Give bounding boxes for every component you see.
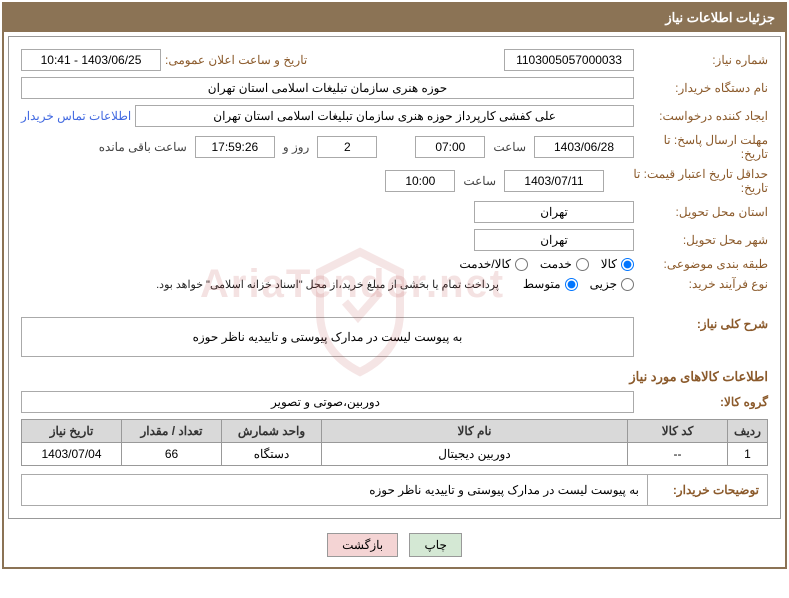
category-radio-group: کالا خدمت کالا/خدمت [459,257,634,271]
delivery-city-label: شهر محل تحویل: [638,233,768,247]
back-button[interactable]: بازگشت [327,533,398,557]
buyer-contact-link[interactable]: اطلاعات تماس خریدار [21,109,131,123]
td-0-3: دستگاه [222,443,322,466]
remaining-label: ساعت باقی مانده [99,140,187,154]
category-option-1[interactable]: خدمت [540,257,589,271]
th-2: نام کالا [322,420,628,443]
th-4: تعداد / مقدار [122,420,222,443]
buyer-notes-label: توضیحات خریدار: [647,475,767,505]
item-group-label: گروه کالا: [638,395,768,409]
requester-value: علی کفشی کارپرداز حوزه هنری سازمان تبلیغ… [135,105,634,127]
buyer-org-value: حوزه هنری سازمان تبلیغات اسلامی استان ته… [21,77,634,99]
process-type-radio-group: جزیی متوسط [523,277,634,291]
category-radio-0[interactable] [621,258,634,271]
process-option-1[interactable]: متوسط [523,277,578,291]
time-label-2: ساعت [463,174,496,188]
response-days: 2 [317,136,377,158]
response-deadline-label: مهلت ارسال پاسخ: تا تاریخ: [638,133,768,161]
buyer-notes-box: توضیحات خریدار: به پیوست لیست در مدارک پ… [21,474,768,506]
th-5: تاریخ نیاز [22,420,122,443]
buyer-notes-value: به پیوست لیست در مدارک پیوستی و تاییدیه … [22,475,647,505]
td-0-0: 1 [728,443,768,466]
items-section-title: اطلاعات کالاهای مورد نیاز [21,369,768,385]
item-group-value: دوربین،صوتی و تصویر [21,391,634,413]
button-bar: چاپ بازگشت [4,523,785,567]
need-number-value: 1103005057000033 [504,49,634,71]
th-3: واحد شمارش [222,420,322,443]
need-number-label: شماره نیاز: [638,53,768,67]
td-0-2: دوربین دیجیتال [322,443,628,466]
td-0-5: 1403/07/04 [22,443,122,466]
price-validity-date: 1403/07/11 [504,170,604,192]
category-option-2[interactable]: کالا/خدمت [459,257,527,271]
content-panel: شماره نیاز: 1103005057000033 تاریخ و ساع… [8,36,781,519]
days-label: روز و [283,140,310,154]
process-type-label: نوع فرآیند خرید: [638,277,768,291]
print-button[interactable]: چاپ [409,533,461,557]
header-bar: جزئیات اطلاعات نیاز [4,4,785,32]
main-container: جزئیات اطلاعات نیاز شماره نیاز: 11030050… [2,2,787,569]
items-table: ردیف کد کالا نام کالا واحد شمارش تعداد /… [21,419,768,466]
category-radio-1[interactable] [576,258,589,271]
price-validity-time: 10:00 [385,170,455,192]
table-header-row: ردیف کد کالا نام کالا واحد شمارش تعداد /… [22,420,768,443]
process-radio-1[interactable] [565,278,578,291]
requester-label: ایجاد کننده درخواست: [638,109,768,123]
response-date: 1403/06/28 [534,136,634,158]
price-validity-label: حداقل تاریخ اعتبار قیمت: تا تاریخ: [608,167,768,195]
time-label-1: ساعت [493,140,526,154]
header-title: جزئیات اطلاعات نیاز [665,10,775,25]
delivery-city-value: تهران [474,229,634,251]
td-0-4: 66 [122,443,222,466]
desc-main-label: شرح کلی نیاز: [638,317,768,331]
delivery-province-label: استان محل تحویل: [638,205,768,219]
response-remaining: 17:59:26 [195,136,275,158]
th-1: کد کالا [628,420,728,443]
category-radio-2[interactable] [515,258,528,271]
desc-main-value: به پیوست لیست در مدارک پیوستی و تاییدیه … [21,317,634,357]
process-note: پرداخت تمام یا بخشی از مبلغ خرید،از محل … [156,278,499,291]
th-0: ردیف [728,420,768,443]
delivery-province-value: تهران [474,201,634,223]
response-time: 07:00 [415,136,485,158]
td-0-1: -- [628,443,728,466]
announce-label: تاریخ و ساعت اعلان عمومی: [165,53,315,67]
announce-value: 1403/06/25 - 10:41 [21,49,161,71]
category-label: طبقه بندی موضوعی: [638,257,768,271]
process-radio-0[interactable] [621,278,634,291]
category-option-0[interactable]: کالا [601,257,634,271]
table-row: 1 -- دوربین دیجیتال دستگاه 66 1403/07/04 [22,443,768,466]
buyer-org-label: نام دستگاه خریدار: [638,81,768,95]
process-option-0[interactable]: جزیی [590,277,634,291]
